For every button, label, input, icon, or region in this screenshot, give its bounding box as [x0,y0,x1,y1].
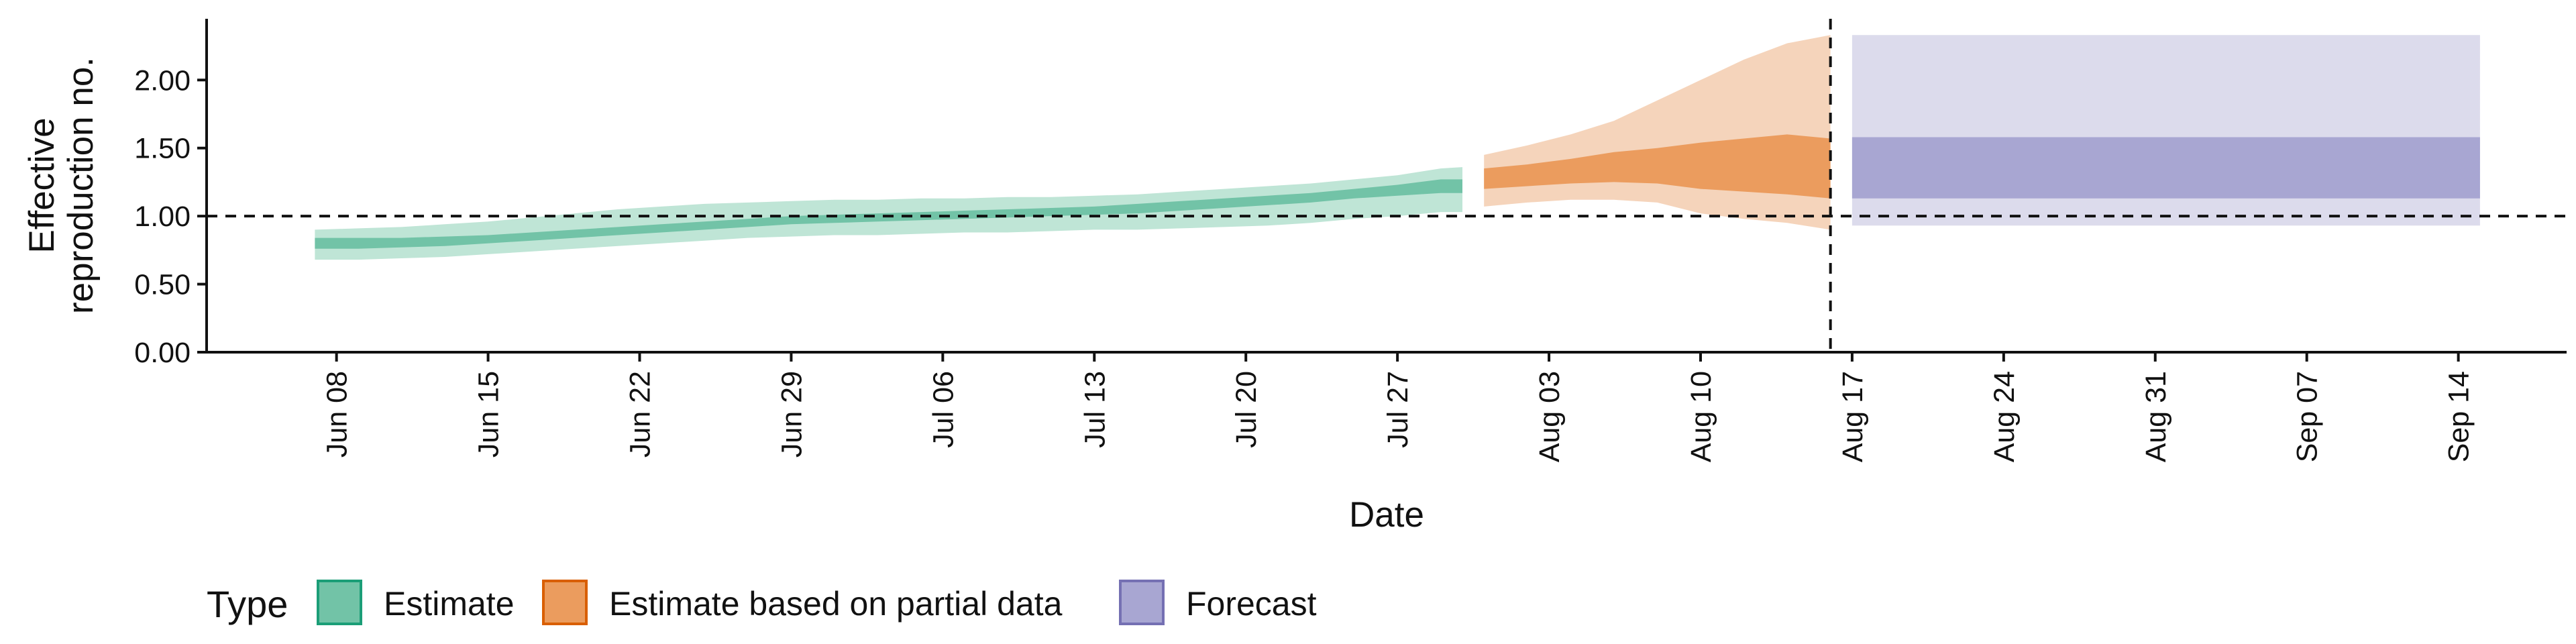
x-tick-label: Jul 06 [927,371,959,448]
series-2-inner-band [1851,137,2480,199]
x-tick-label: Sep 14 [2443,371,2475,462]
axes: 0.00 0.50 1.00 1.50 2.00 Jun 08 Jun 15 Jun 22 Ju… [134,19,2567,462]
legend-swatch-1 [542,580,588,625]
legend-label-2: Forecast [1186,585,1317,623]
x-tick-label: Jun 29 [775,371,808,458]
y-axis-title-line: Effective [22,117,62,253]
y-tick-label: 2.00 [134,64,191,97]
x-tick-label: Jun 15 [473,371,505,458]
y-axis-title-line: reproduction no. [61,57,101,314]
uncertainty-bands [315,35,2480,260]
series-0-inner-band [315,179,1462,249]
y-axis-title: Effectivereproduction no. [22,57,101,314]
x-tick-label: Jun 22 [625,371,657,458]
legend: Type Estimate Estimate based on partial d… [207,580,1317,625]
legend-title: Type [207,583,288,625]
x-tick-label: Sep 07 [2292,371,2324,462]
x-axis-title: Date [1349,495,1424,535]
legend-swatch-0 [317,580,362,625]
y-tick-label: 1.00 [134,201,191,233]
x-tick-label: Jul 13 [1079,371,1111,448]
x-tick-label: Jul 20 [1230,371,1263,448]
x-tick-label: Aug 31 [2140,371,2172,462]
x-tick-label: Jun 08 [321,371,354,458]
legend-label-0: Estimate [384,585,515,623]
legend-label-1: Estimate based on partial data [609,585,1063,623]
x-tick-label: Aug 03 [1534,371,1566,462]
y-tick-label: 0.50 [134,269,191,301]
y-tick-label: 1.50 [134,133,191,165]
x-tick-label: Aug 24 [1988,371,2021,462]
series-1-inner-band [1484,134,1831,199]
y-axis-title-text: Effectivereproduction no. [22,57,101,314]
legend-swatch-2 [1119,580,1165,625]
x-tick-label: Aug 10 [1685,371,1717,462]
y-tick-label: 0.00 [134,337,191,369]
series-1-outer-band [1484,35,1831,230]
x-tick-label: Aug 17 [1837,371,1869,462]
x-tick-label: Jul 27 [1382,371,1414,448]
